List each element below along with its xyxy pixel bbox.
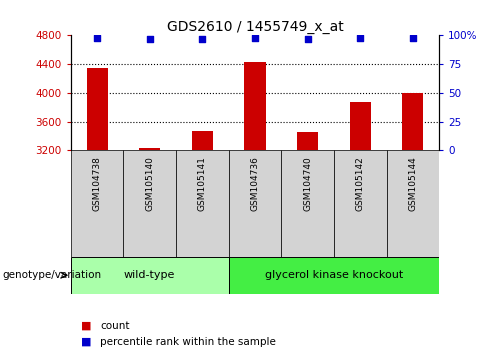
- Bar: [123, 150, 176, 257]
- Text: ■: ■: [81, 337, 91, 347]
- Point: [199, 36, 206, 42]
- Text: GSM104738: GSM104738: [93, 156, 102, 211]
- Bar: [334, 150, 386, 257]
- Text: GSM105140: GSM105140: [145, 156, 154, 211]
- Bar: [229, 150, 281, 257]
- Point: [304, 36, 311, 42]
- Text: genotype/variation: genotype/variation: [2, 270, 102, 280]
- Text: GSM105142: GSM105142: [356, 156, 365, 211]
- Text: GSM105144: GSM105144: [408, 156, 417, 211]
- Bar: [71, 150, 123, 257]
- Bar: [244, 62, 265, 150]
- Bar: [281, 150, 334, 257]
- Point: [251, 35, 259, 40]
- Bar: [229, 257, 439, 294]
- Bar: [139, 148, 160, 150]
- Bar: [86, 68, 107, 150]
- Bar: [297, 132, 318, 150]
- Text: count: count: [100, 321, 129, 331]
- Text: percentile rank within the sample: percentile rank within the sample: [100, 337, 276, 347]
- Point: [146, 36, 154, 42]
- Text: wild-type: wild-type: [124, 270, 175, 280]
- Point: [93, 35, 101, 40]
- Text: glycerol kinase knockout: glycerol kinase knockout: [265, 270, 403, 280]
- Text: GSM104736: GSM104736: [250, 156, 260, 211]
- Bar: [71, 257, 229, 294]
- Point: [356, 35, 364, 40]
- Text: ■: ■: [81, 321, 91, 331]
- Bar: [192, 131, 213, 150]
- Text: GSM105141: GSM105141: [198, 156, 207, 211]
- Bar: [176, 150, 229, 257]
- Bar: [402, 93, 424, 150]
- Text: GSM104740: GSM104740: [303, 156, 312, 211]
- Point: [409, 35, 417, 40]
- Title: GDS2610 / 1455749_x_at: GDS2610 / 1455749_x_at: [166, 21, 344, 34]
- Bar: [350, 102, 371, 150]
- Bar: [386, 150, 439, 257]
